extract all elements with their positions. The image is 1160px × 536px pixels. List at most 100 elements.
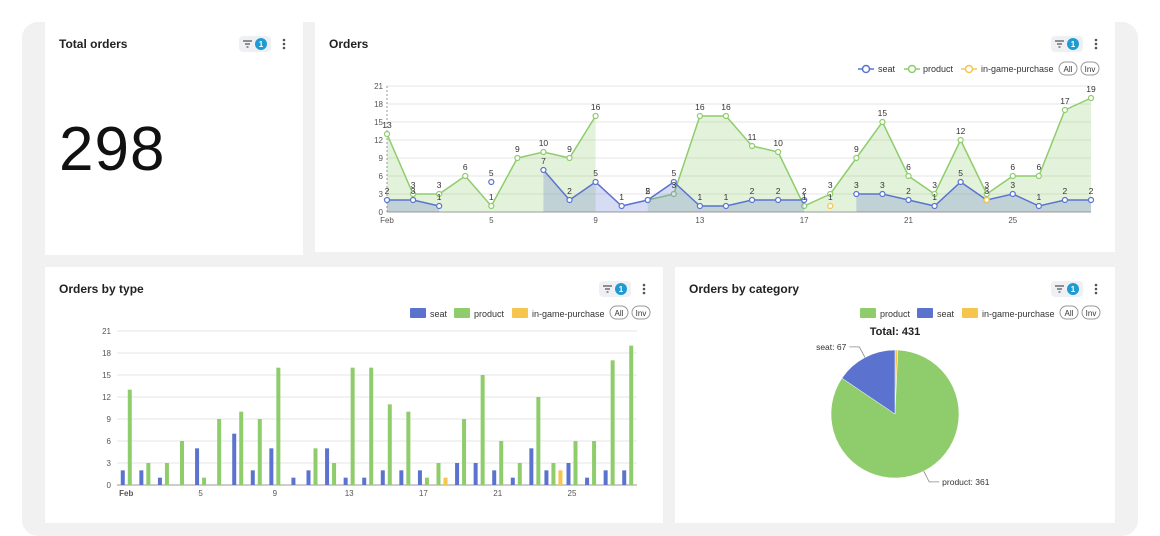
bar-product[interactable] [369, 367, 374, 485]
point-seat[interactable] [1035, 202, 1042, 210]
point-seat[interactable] [592, 178, 599, 186]
bar-product[interactable] [551, 463, 556, 485]
bar-seat[interactable] [325, 448, 330, 485]
point-seat[interactable] [566, 196, 573, 204]
point-seat[interactable] [748, 196, 756, 204]
bar-seat[interactable] [380, 470, 385, 485]
bar-product[interactable] [313, 448, 318, 485]
point-product[interactable] [827, 190, 834, 198]
bar-product[interactable] [462, 419, 467, 485]
bar-seat[interactable] [417, 470, 422, 485]
point-seat[interactable] [853, 190, 860, 198]
point-seat[interactable] [722, 202, 730, 210]
legend-all-button[interactable] [1058, 61, 1078, 76]
bar-product[interactable] [629, 345, 634, 485]
legend-inv-button[interactable] [1081, 305, 1101, 320]
point-in-game-purchase[interactable] [827, 202, 834, 210]
point-seat[interactable] [696, 202, 703, 210]
bar-seat[interactable] [269, 448, 274, 485]
bar-product[interactable] [180, 441, 184, 485]
point-product[interactable] [1087, 94, 1095, 102]
point-seat[interactable] [540, 166, 547, 174]
point-product[interactable] [409, 190, 417, 198]
bar-seat[interactable] [291, 477, 296, 485]
legend-label-in-game-purchase[interactable]: in-game-purchase [982, 309, 1055, 319]
bar-product[interactable] [517, 463, 522, 485]
filter-button[interactable]: 1 [239, 36, 271, 52]
bar-product[interactable] [573, 441, 578, 485]
point-product[interactable] [540, 148, 547, 156]
point-seat[interactable] [931, 202, 938, 210]
point-product[interactable] [566, 154, 573, 162]
point-product[interactable] [1035, 172, 1042, 180]
point-seat[interactable] [1061, 196, 1069, 204]
legend-label-seat[interactable]: seat [878, 64, 896, 74]
point-product[interactable] [905, 172, 912, 180]
more-options-icon[interactable] [277, 37, 291, 51]
point-product[interactable] [879, 118, 886, 126]
bar-seat[interactable] [139, 470, 144, 485]
point-seat[interactable] [383, 196, 391, 204]
bar-seat[interactable] [362, 477, 367, 485]
point-product[interactable] [696, 112, 703, 120]
bar-product[interactable] [257, 419, 262, 485]
point-product[interactable] [436, 190, 443, 198]
point-product[interactable] [775, 148, 782, 156]
bar-seat[interactable] [566, 463, 571, 485]
bar-seat[interactable] [492, 470, 497, 485]
bar-product[interactable] [480, 375, 485, 485]
more-options-icon[interactable] [637, 282, 651, 296]
bar-seat[interactable] [250, 470, 255, 485]
bar-product[interactable] [499, 441, 504, 485]
bar-in-game-purchase[interactable] [443, 477, 448, 485]
point-seat[interactable] [1087, 196, 1095, 204]
bar-seat[interactable] [473, 463, 478, 485]
bar-product[interactable] [436, 463, 441, 485]
point-in-game-purchase[interactable] [983, 196, 990, 204]
bar-product[interactable] [536, 397, 541, 485]
point-seat[interactable] [957, 178, 964, 186]
bar-product[interactable] [424, 477, 429, 485]
filter-button[interactable]: 1 [1051, 36, 1083, 52]
point-product[interactable] [1061, 106, 1069, 114]
point-product[interactable] [592, 112, 599, 120]
filter-button[interactable]: 1 [599, 281, 631, 297]
point-seat[interactable] [801, 196, 808, 204]
bar-in-game-purchase[interactable] [558, 470, 563, 485]
more-options-icon[interactable] [1089, 282, 1103, 296]
point-seat[interactable] [670, 178, 677, 186]
bar-product[interactable] [610, 360, 615, 485]
bar-seat[interactable] [455, 463, 460, 485]
bar-product[interactable] [217, 419, 222, 485]
legend-label-seat[interactable]: seat [430, 309, 448, 319]
bar-product[interactable] [239, 411, 244, 485]
more-options-icon[interactable] [1089, 37, 1103, 51]
legend-label-product[interactable]: product [880, 309, 911, 319]
bar-product[interactable] [592, 441, 597, 485]
bar-seat[interactable] [399, 470, 404, 485]
bar-seat[interactable] [195, 448, 200, 485]
point-product[interactable] [670, 190, 677, 198]
legend-all-button[interactable] [1059, 305, 1079, 320]
point-product[interactable] [957, 136, 964, 144]
bar-seat[interactable] [510, 477, 515, 485]
point-product[interactable] [462, 172, 469, 180]
point-seat[interactable] [905, 196, 912, 204]
bar-seat[interactable] [544, 470, 549, 485]
point-seat[interactable] [879, 190, 886, 198]
bar-product[interactable] [332, 463, 337, 485]
bar-product[interactable] [164, 463, 169, 485]
bar-seat[interactable] [529, 448, 534, 485]
legend-label-in-game-purchase[interactable]: in-game-purchase [981, 64, 1054, 74]
legend-inv-button[interactable] [1080, 61, 1100, 76]
legend-label-seat[interactable]: seat [937, 309, 955, 319]
point-product[interactable] [383, 130, 391, 138]
bar-seat[interactable] [603, 470, 608, 485]
point-product[interactable] [488, 202, 495, 210]
bar-seat[interactable] [306, 470, 311, 485]
point-product[interactable] [801, 202, 808, 210]
point-product[interactable] [853, 154, 860, 162]
point-seat[interactable] [436, 202, 443, 210]
bar-product[interactable] [276, 367, 281, 485]
point-product[interactable] [514, 154, 521, 162]
